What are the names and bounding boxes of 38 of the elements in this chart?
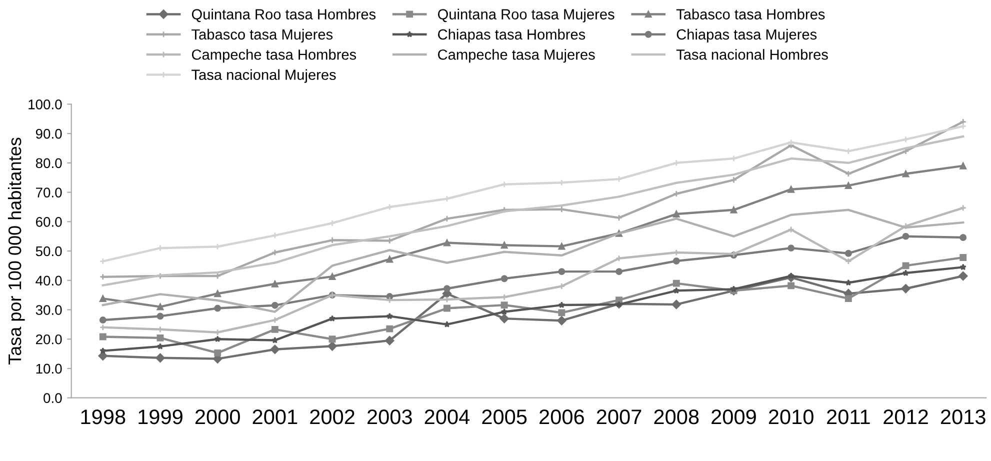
x-tick-label: 1998 xyxy=(81,410,126,424)
y-tick-label: 20.0 xyxy=(36,334,62,344)
legend-label: Tasa nacional Hombres xyxy=(676,49,828,60)
legend-label: Tabasco tasa Hombres xyxy=(676,8,825,20)
y-tick-label: 30.0 xyxy=(36,305,62,315)
x-tick-label: 2000 xyxy=(195,410,240,424)
y-tick-label: 60.0 xyxy=(36,216,62,227)
x-tick-label: 2011 xyxy=(827,410,870,424)
legend-label: Tasa nacional Mujeres xyxy=(192,69,336,83)
y-tick-label: 40.0 xyxy=(36,276,62,286)
y-axis-title: Tasa por 100 000 habitantes xyxy=(8,138,25,365)
y-tick-label: 70.0 xyxy=(36,188,62,198)
y-tick-label: 0.0 xyxy=(44,393,62,404)
legend-label: Quintana Roo tasa Hombres xyxy=(192,8,376,22)
legend-label: Campeche tasa Hombres xyxy=(192,49,356,63)
x-tick-label: 2006 xyxy=(540,410,584,424)
x-tick-label: 2002 xyxy=(310,410,354,424)
legend-label: Tabasco tasa Mujeres xyxy=(192,28,333,42)
y-tick-label: 80.0 xyxy=(36,158,62,168)
x-tick-label: 2008 xyxy=(654,410,699,424)
legend-label: Chiapas tasa Mujeres xyxy=(676,28,817,42)
legend-label: Quintana Roo tasa Mujeres xyxy=(438,8,614,22)
legend-label: Campeche tasa Mujeres xyxy=(438,49,595,63)
legend-label: Chiapas tasa Hombres xyxy=(438,28,586,42)
x-tick-label: 2012 xyxy=(884,410,928,424)
x-tick-label: 2005 xyxy=(482,410,527,424)
y-tick-label: 10.0 xyxy=(36,364,62,374)
x-tick-label: 2007 xyxy=(596,410,642,424)
x-tick-label: 2001 xyxy=(252,410,298,424)
x-tick-label: 2004 xyxy=(424,410,470,424)
x-tick-label: 2013 xyxy=(940,410,986,424)
x-tick-label: 2003 xyxy=(368,410,412,424)
x-tick-label: 1999 xyxy=(138,410,182,424)
y-tick-label: 50.0 xyxy=(36,246,62,256)
x-tick-label: 2010 xyxy=(768,410,814,424)
y-tick-label: 90.0 xyxy=(36,128,62,139)
x-tick-label: 2009 xyxy=(712,410,756,424)
y-tick-label: 100.0 xyxy=(28,100,62,110)
